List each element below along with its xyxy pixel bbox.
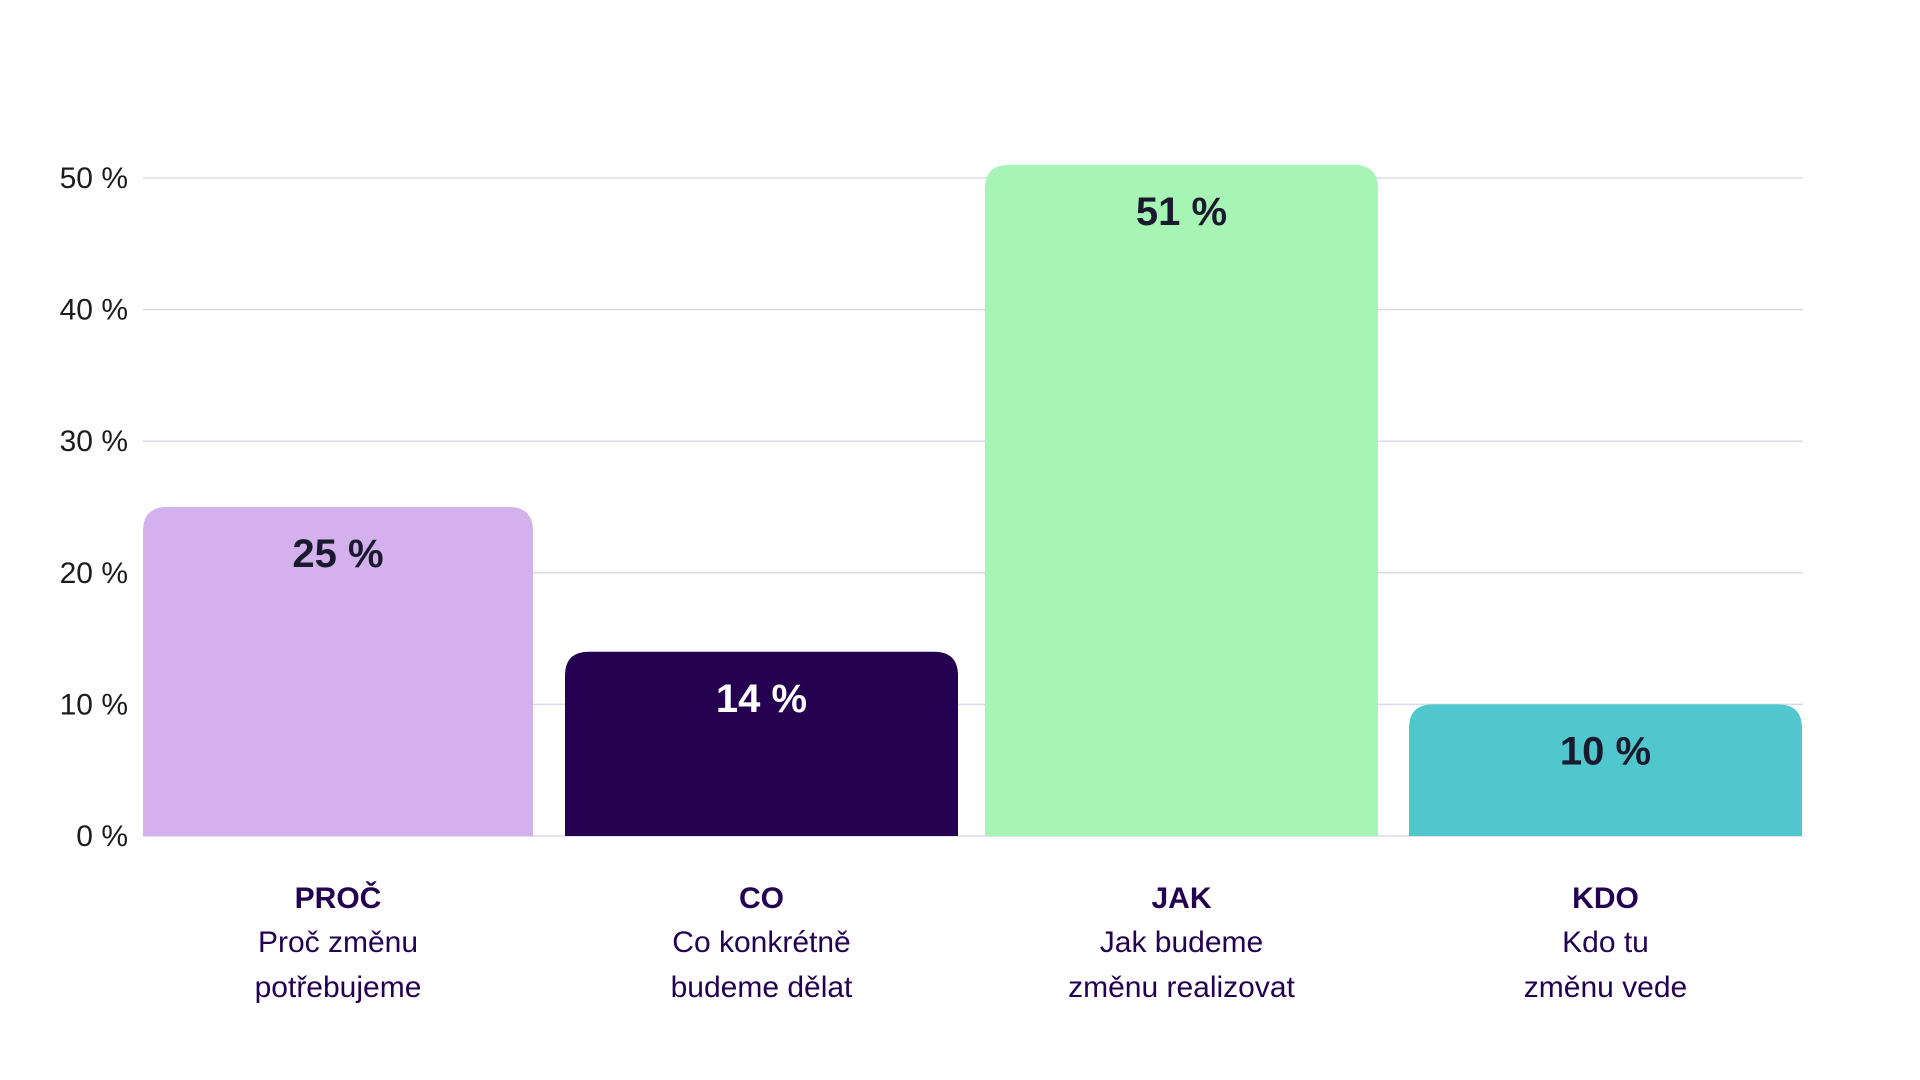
category-description-line: změnu realizovat bbox=[1068, 971, 1295, 1004]
category-label: JAK bbox=[1151, 882, 1211, 915]
bar-value-label: 14 % bbox=[716, 677, 807, 721]
category-description-line: změnu vede bbox=[1524, 971, 1687, 1004]
bar-value-label: 25 % bbox=[292, 532, 383, 576]
y-tick-label: 50 % bbox=[60, 162, 128, 195]
category-label: CO bbox=[739, 882, 784, 915]
category-description-line: potřebujeme bbox=[255, 971, 422, 1004]
bar-layer bbox=[143, 164, 1802, 837]
bar-co bbox=[565, 651, 958, 836]
bar-value-label: 10 % bbox=[1560, 729, 1651, 773]
category-description-line: Proč změnu bbox=[258, 926, 418, 959]
y-tick-label: 10 % bbox=[60, 688, 128, 721]
y-tick-label: 20 % bbox=[60, 557, 128, 590]
bar-kdo bbox=[1409, 704, 1802, 836]
y-tick-label: 40 % bbox=[60, 294, 128, 327]
category-description-line: Kdo tu bbox=[1562, 926, 1649, 959]
category-description-line: Jak budeme bbox=[1100, 926, 1263, 959]
y-tick-label: 30 % bbox=[60, 425, 128, 458]
category-description-line: budeme dělat bbox=[671, 971, 853, 1004]
category-description-line: Co konkrétně bbox=[672, 926, 850, 959]
bar-value-label: 51 % bbox=[1136, 190, 1227, 234]
y-tick-label: 0 % bbox=[76, 820, 128, 853]
bar-jak bbox=[985, 164, 1378, 837]
bar-proč bbox=[143, 507, 533, 836]
category-label: PROČ bbox=[295, 881, 382, 915]
label-layer: 25 % PROČ Proč změnu potřebujeme 14 % CO Co ko… bbox=[255, 190, 1688, 1004]
category-label: KDO bbox=[1572, 882, 1639, 915]
